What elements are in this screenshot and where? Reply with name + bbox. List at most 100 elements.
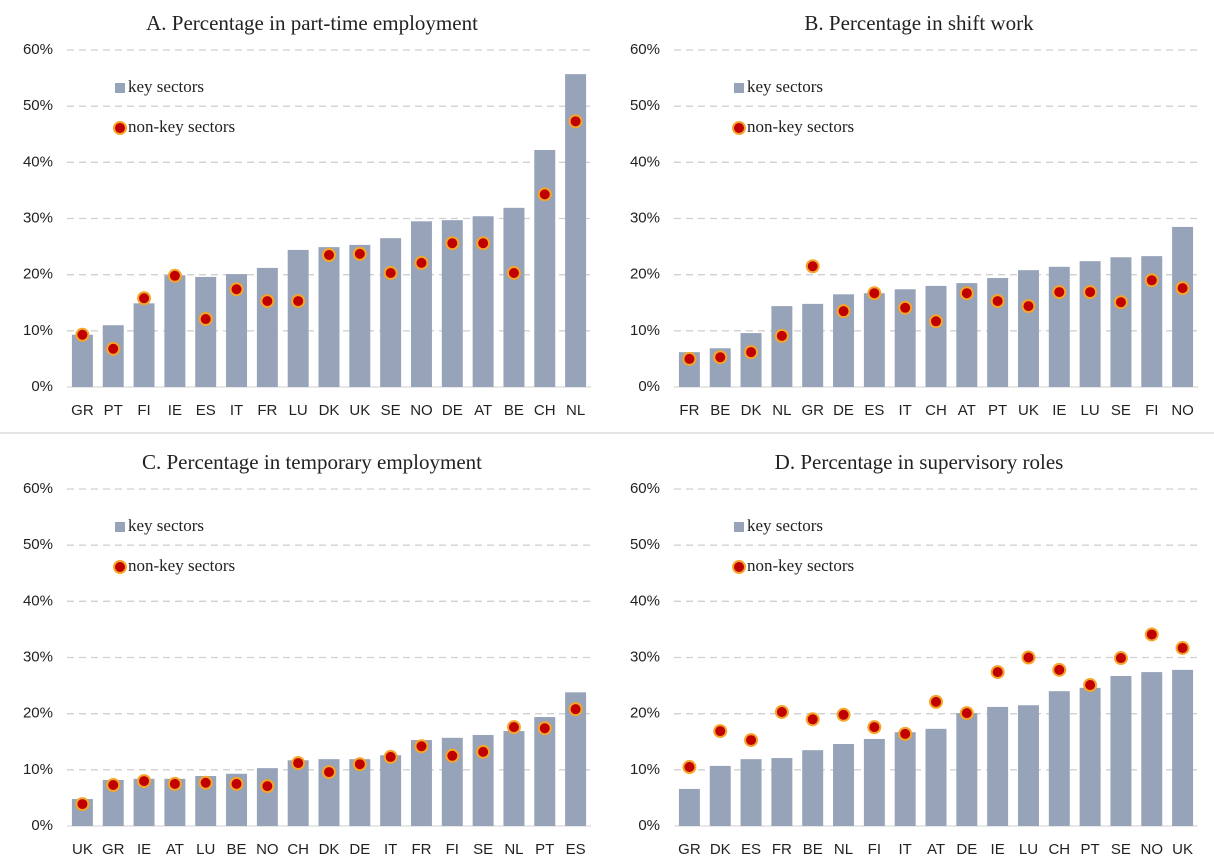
legend-swatch xyxy=(734,522,744,532)
bar xyxy=(318,247,340,387)
y-tick-label: 0% xyxy=(31,378,53,395)
dot xyxy=(867,720,882,735)
dot xyxy=(106,341,121,356)
dot xyxy=(744,345,759,360)
dot xyxy=(506,265,521,280)
y-tick-label: 10% xyxy=(630,322,660,339)
dot xyxy=(959,286,974,301)
dot xyxy=(414,255,429,270)
dot xyxy=(198,775,213,790)
dot xyxy=(1144,627,1159,642)
bar xyxy=(1172,226,1194,387)
legend-swatch xyxy=(732,560,746,574)
bar xyxy=(534,717,556,826)
x-tick-label: AT xyxy=(958,402,976,419)
dot xyxy=(990,665,1005,680)
bar xyxy=(956,713,978,826)
bar xyxy=(133,778,155,826)
legend-swatch xyxy=(115,83,125,93)
x-tick-label: NL xyxy=(772,402,791,419)
bar xyxy=(256,267,278,387)
x-tick-label: IT xyxy=(230,402,243,419)
y-tick-label: 40% xyxy=(23,592,53,609)
x-tick-label: DK xyxy=(319,402,340,419)
y-tick-label: 30% xyxy=(630,209,660,226)
dot xyxy=(322,248,336,263)
bar xyxy=(1079,261,1101,387)
legend-swatch xyxy=(113,121,127,135)
dot xyxy=(713,724,728,739)
bar xyxy=(833,743,855,826)
x-tick-label: NO xyxy=(1171,402,1194,419)
dot xyxy=(476,744,491,759)
dot xyxy=(774,704,789,719)
x-tick-label: NL xyxy=(566,402,585,419)
x-tick-label: LU xyxy=(1019,841,1038,858)
dot xyxy=(445,748,460,763)
bar xyxy=(503,207,525,387)
bar xyxy=(894,732,916,826)
x-tick-label: AT xyxy=(927,841,945,858)
bar xyxy=(1141,256,1163,387)
bar xyxy=(380,755,402,826)
legend-label: key sectors xyxy=(747,516,823,535)
x-tick-label: ES xyxy=(864,402,884,419)
legend-label: key sectors xyxy=(128,516,204,535)
bar xyxy=(349,244,371,387)
y-tick-label: 40% xyxy=(630,153,660,170)
x-tick-label: IT xyxy=(899,841,912,858)
dot xyxy=(898,726,913,741)
dot xyxy=(1083,285,1098,300)
x-tick-label: UK xyxy=(72,841,93,858)
bar xyxy=(956,283,978,387)
x-tick-label: DK xyxy=(710,841,731,858)
dot xyxy=(291,294,306,309)
bar xyxy=(740,333,762,387)
bar xyxy=(1110,257,1132,387)
bar xyxy=(102,325,124,387)
bar xyxy=(472,216,494,387)
dot xyxy=(75,327,90,342)
dot xyxy=(137,774,152,789)
bar xyxy=(1048,691,1070,826)
x-tick-label: CH xyxy=(287,841,309,858)
dot xyxy=(744,733,759,748)
y-tick-label: 10% xyxy=(23,761,53,778)
x-tick-label: NO xyxy=(256,841,279,858)
x-tick-label: BE xyxy=(803,841,823,858)
bar xyxy=(472,735,494,826)
y-tick-label: 50% xyxy=(630,536,660,553)
y-tick-label: 50% xyxy=(23,536,53,553)
bar xyxy=(1017,705,1039,826)
bar xyxy=(565,74,587,387)
dot xyxy=(229,776,244,791)
dot xyxy=(383,265,398,280)
bar xyxy=(771,306,793,387)
dot xyxy=(568,114,583,129)
dot xyxy=(929,694,943,709)
dot xyxy=(682,351,697,366)
bar xyxy=(380,238,402,387)
x-tick-label: FI xyxy=(1145,402,1158,419)
legend-swatch xyxy=(734,83,744,93)
x-tick-label: IE xyxy=(168,402,182,419)
x-tick-label: FR xyxy=(411,841,431,858)
x-tick-label: ES xyxy=(741,841,761,858)
bar xyxy=(349,759,371,826)
x-tick-label: DE xyxy=(349,841,370,858)
bar xyxy=(71,334,93,387)
dot xyxy=(167,776,182,791)
x-tick-label: SE xyxy=(473,841,493,858)
dot xyxy=(929,314,943,329)
dot xyxy=(383,749,398,764)
bar xyxy=(1048,266,1070,387)
y-tick-label: 0% xyxy=(638,817,660,834)
x-tick-label: NL xyxy=(504,841,523,858)
dot xyxy=(898,300,913,315)
y-tick-label: 20% xyxy=(630,266,660,283)
x-tick-label: LU xyxy=(196,841,215,858)
dot xyxy=(1113,651,1128,666)
dot xyxy=(1021,299,1036,314)
x-tick-label: LU xyxy=(1081,402,1100,419)
x-tick-label: IE xyxy=(137,841,151,858)
